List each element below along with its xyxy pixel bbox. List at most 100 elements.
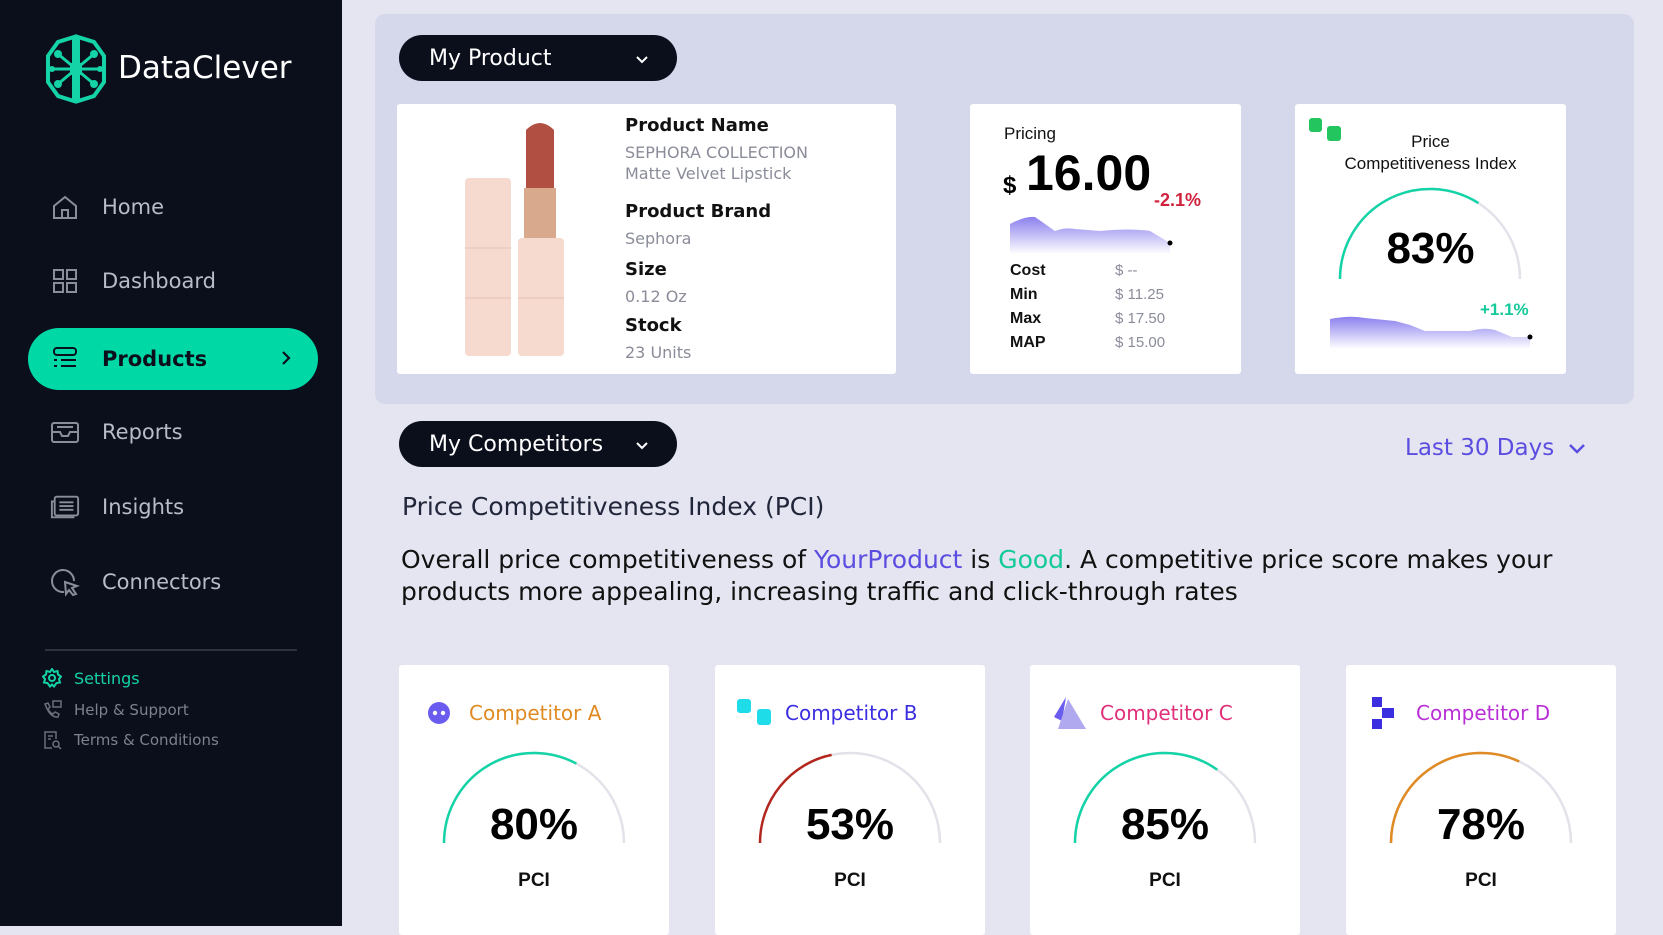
chevron-down-icon <box>635 432 649 457</box>
pci-gauge <box>758 751 942 844</box>
summary-text: is <box>962 545 999 574</box>
nav-label: Reports <box>102 420 183 444</box>
company-logo-icon <box>1309 118 1341 141</box>
nav-help-support[interactable]: Help & Support <box>42 700 189 720</box>
gauge-fill <box>1073 751 1218 844</box>
nav-dashboard[interactable]: Dashboard <box>28 250 318 312</box>
product-highlight: YourProduct <box>814 545 963 574</box>
price-sparkline <box>1010 216 1173 254</box>
competitor-pci-value: 80% <box>489 800 579 849</box>
price-value: 16.00 <box>1026 145 1152 201</box>
nav-home[interactable]: Home <box>28 176 318 238</box>
sidebar-divider <box>45 649 297 651</box>
price-change: -2.1% <box>1154 190 1202 210</box>
pci-label: PCI <box>518 870 550 891</box>
nav-label: Home <box>102 195 165 219</box>
rating-highlight: Good <box>998 545 1065 574</box>
gear-icon <box>42 668 64 688</box>
product-card: Product Name SEPHORA COLLECTION Matte Ve… <box>397 104 896 374</box>
nav-products[interactable]: Products <box>28 328 318 390</box>
nav-reports[interactable]: Reports <box>28 401 318 463</box>
product-name-label: Product Name <box>625 115 769 136</box>
pci-summary: Overall price competitiveness of YourPro… <box>401 544 1601 608</box>
insights-icon <box>50 492 80 522</box>
pci-gauge <box>442 751 626 844</box>
pci-gauge <box>1338 187 1522 280</box>
chevron-right-icon <box>280 347 292 371</box>
chevron-down-icon <box>635 46 649 71</box>
document-search-icon <box>42 730 64 750</box>
price-row-label: Max <box>1010 310 1042 327</box>
size-label: Size <box>625 259 667 280</box>
competitor-d-logo-icon <box>1372 697 1394 729</box>
dropdown-label: My Product <box>429 45 552 71</box>
competitor-pci-value: 53% <box>805 800 895 849</box>
competitor-card[interactable]: Competitor C 85% PCI <box>1030 665 1300 935</box>
nav-label: Products <box>102 347 208 371</box>
pci-title-line2: Competitiveness Index <box>1344 154 1517 173</box>
grid-icon <box>50 266 80 296</box>
stock-value: 23 Units <box>625 343 692 362</box>
inbox-icon <box>50 417 80 447</box>
competitor-card[interactable]: Competitor A 80% PCI <box>399 665 669 935</box>
nav-label: Insights <box>102 495 185 519</box>
my-product-dropdown[interactable]: My Product <box>399 35 677 81</box>
price-row-value: $ 17.50 <box>1115 310 1166 327</box>
price-row-value: $ -- <box>1115 262 1138 279</box>
nav-settings[interactable]: Settings <box>42 668 140 688</box>
pricing-title: Pricing <box>1004 124 1056 143</box>
date-range-dropdown[interactable]: Last 30 Days <box>1405 435 1586 461</box>
product-brand-label: Product Brand <box>625 201 772 222</box>
gauge-fill <box>758 753 832 844</box>
nav-label: Settings <box>74 668 140 688</box>
pci-heading: Price Competitiveness Index (PCI) <box>402 492 825 521</box>
pricing-card: Pricing $ 16.00 -2.1% Cost $ -- Min $ 11.25… <box>970 104 1241 374</box>
competitor-pci-value: 78% <box>1436 800 1526 849</box>
nav-connectors[interactable]: Connectors <box>28 551 318 613</box>
pci-value: 83% <box>1386 224 1475 273</box>
price-row-value: $ 11.25 <box>1115 286 1164 303</box>
competitor-c-logo-icon <box>1054 697 1086 729</box>
competitor-b-logo-icon <box>737 699 771 725</box>
connectors-icon <box>50 567 80 597</box>
currency-symbol: $ <box>1003 172 1017 199</box>
competitor-pci-value: 85% <box>1120 800 1210 849</box>
product-brand-value: Sephora <box>625 229 692 248</box>
pci-gauge <box>1389 751 1573 844</box>
price-row-label: MAP <box>1010 334 1046 351</box>
stock-label: Stock <box>625 315 682 336</box>
price-row-label: Min <box>1010 286 1038 303</box>
list-icon <box>50 344 80 374</box>
nav-label: Dashboard <box>102 269 216 293</box>
nav-label: Help & Support <box>74 701 189 719</box>
product-name-line1: SEPHORA COLLECTION <box>625 143 808 162</box>
competitor-name: Competitor C <box>1100 701 1233 725</box>
competitor-card[interactable]: Competitor D 78% PCI <box>1346 665 1616 935</box>
pci-label: PCI <box>834 870 866 891</box>
competitor-name: Competitor B <box>785 701 918 725</box>
dataclever-logo-icon <box>46 34 106 104</box>
pci-gauge <box>1073 751 1257 844</box>
nav-label: Terms & Conditions <box>74 731 219 749</box>
date-range-label: Last 30 Days <box>1405 435 1555 461</box>
pci-card: Price Competitiveness Index 83% +1.1% <box>1295 104 1566 374</box>
my-competitors-dropdown[interactable]: My Competitors <box>399 421 677 467</box>
competitor-card[interactable]: Competitor B 53% PCI <box>715 665 985 935</box>
nav-terms-conditions[interactable]: Terms & Conditions <box>42 730 219 750</box>
price-row-value: $ 15.00 <box>1115 334 1166 351</box>
product-name-line2: Matte Velvet Lipstick <box>625 164 792 183</box>
gauge-fill <box>1338 187 1480 280</box>
pci-label: PCI <box>1465 870 1497 891</box>
size-value: 0.12 Oz <box>625 287 687 306</box>
chevron-down-icon <box>1568 435 1586 461</box>
summary-text: . A competitive price score makes your p… <box>401 545 1553 606</box>
brand-name: DataClever <box>118 50 292 86</box>
sidebar: DataClever Home Dashboard Products Repor… <box>0 0 342 926</box>
phone-chat-icon <box>42 700 64 720</box>
gauge-fill <box>1389 751 1520 844</box>
lipstick-product-image <box>465 123 564 356</box>
home-icon <box>50 192 80 222</box>
competitor-a-logo-icon <box>428 702 450 724</box>
nav-insights[interactable]: Insights <box>28 476 318 538</box>
competitor-name: Competitor A <box>469 701 602 725</box>
